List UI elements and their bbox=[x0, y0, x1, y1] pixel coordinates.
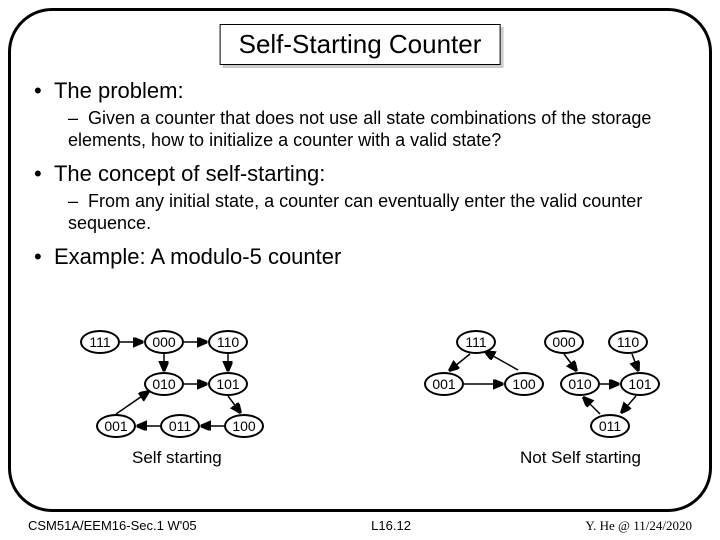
bullet-concept: • The concept of self-starting: bbox=[34, 161, 686, 187]
node-right-111: 111 bbox=[456, 330, 496, 354]
node-right-100: 100 bbox=[504, 372, 544, 396]
node-right-001: 001 bbox=[424, 372, 464, 396]
node-left-100: 100 bbox=[224, 414, 264, 438]
footer-left: CSM51A/EEM16-Sec.1 W'05 bbox=[28, 518, 197, 534]
bullet-example-text: Example: A modulo-5 counter bbox=[54, 244, 341, 269]
bullet-concept-text: The concept of self-starting: bbox=[54, 161, 325, 186]
node-left-000: 000 bbox=[144, 330, 184, 354]
node-left-111: 111 bbox=[80, 330, 120, 354]
footer-right: Y. He @ 11/24/2020 bbox=[585, 518, 692, 534]
page-title: Self-Starting Counter bbox=[220, 24, 501, 65]
node-left-110: 110 bbox=[208, 330, 248, 354]
node-left-001: 001 bbox=[96, 414, 136, 438]
bullet-concept-sub: – From any initial state, a counter can … bbox=[68, 191, 686, 234]
bullet-problem-text: The problem: bbox=[54, 78, 184, 103]
bullet-example: • Example: A modulo-5 counter bbox=[34, 244, 686, 270]
node-left-101: 101 bbox=[208, 372, 248, 396]
bullet-problem-sub-text: Given a counter that does not use all st… bbox=[68, 108, 651, 150]
footer-center: L16.12 bbox=[371, 518, 411, 534]
node-right-000: 000 bbox=[544, 330, 584, 354]
node-left-010: 010 bbox=[144, 372, 184, 396]
footer: CSM51A/EEM16-Sec.1 W'05 L16.12 Y. He @ 1… bbox=[28, 518, 692, 534]
left-diagram-label: Self starting bbox=[132, 448, 222, 468]
bullet-problem-sub: – Given a counter that does not use all … bbox=[68, 108, 686, 151]
content-area: • The problem: – Given a counter that do… bbox=[34, 78, 686, 274]
node-right-101: 101 bbox=[620, 372, 660, 396]
diagram-area: 111 000 110 010 101 001 011 100 Self sta… bbox=[0, 312, 720, 492]
node-right-011: 011 bbox=[590, 414, 630, 438]
node-right-010: 010 bbox=[560, 372, 600, 396]
node-right-110: 110 bbox=[608, 330, 648, 354]
bullet-concept-sub-text: From any initial state, a counter can ev… bbox=[68, 191, 642, 233]
node-left-011: 011 bbox=[160, 414, 200, 438]
right-diagram-label: Not Self starting bbox=[520, 448, 641, 468]
bullet-problem: • The problem: bbox=[34, 78, 686, 104]
